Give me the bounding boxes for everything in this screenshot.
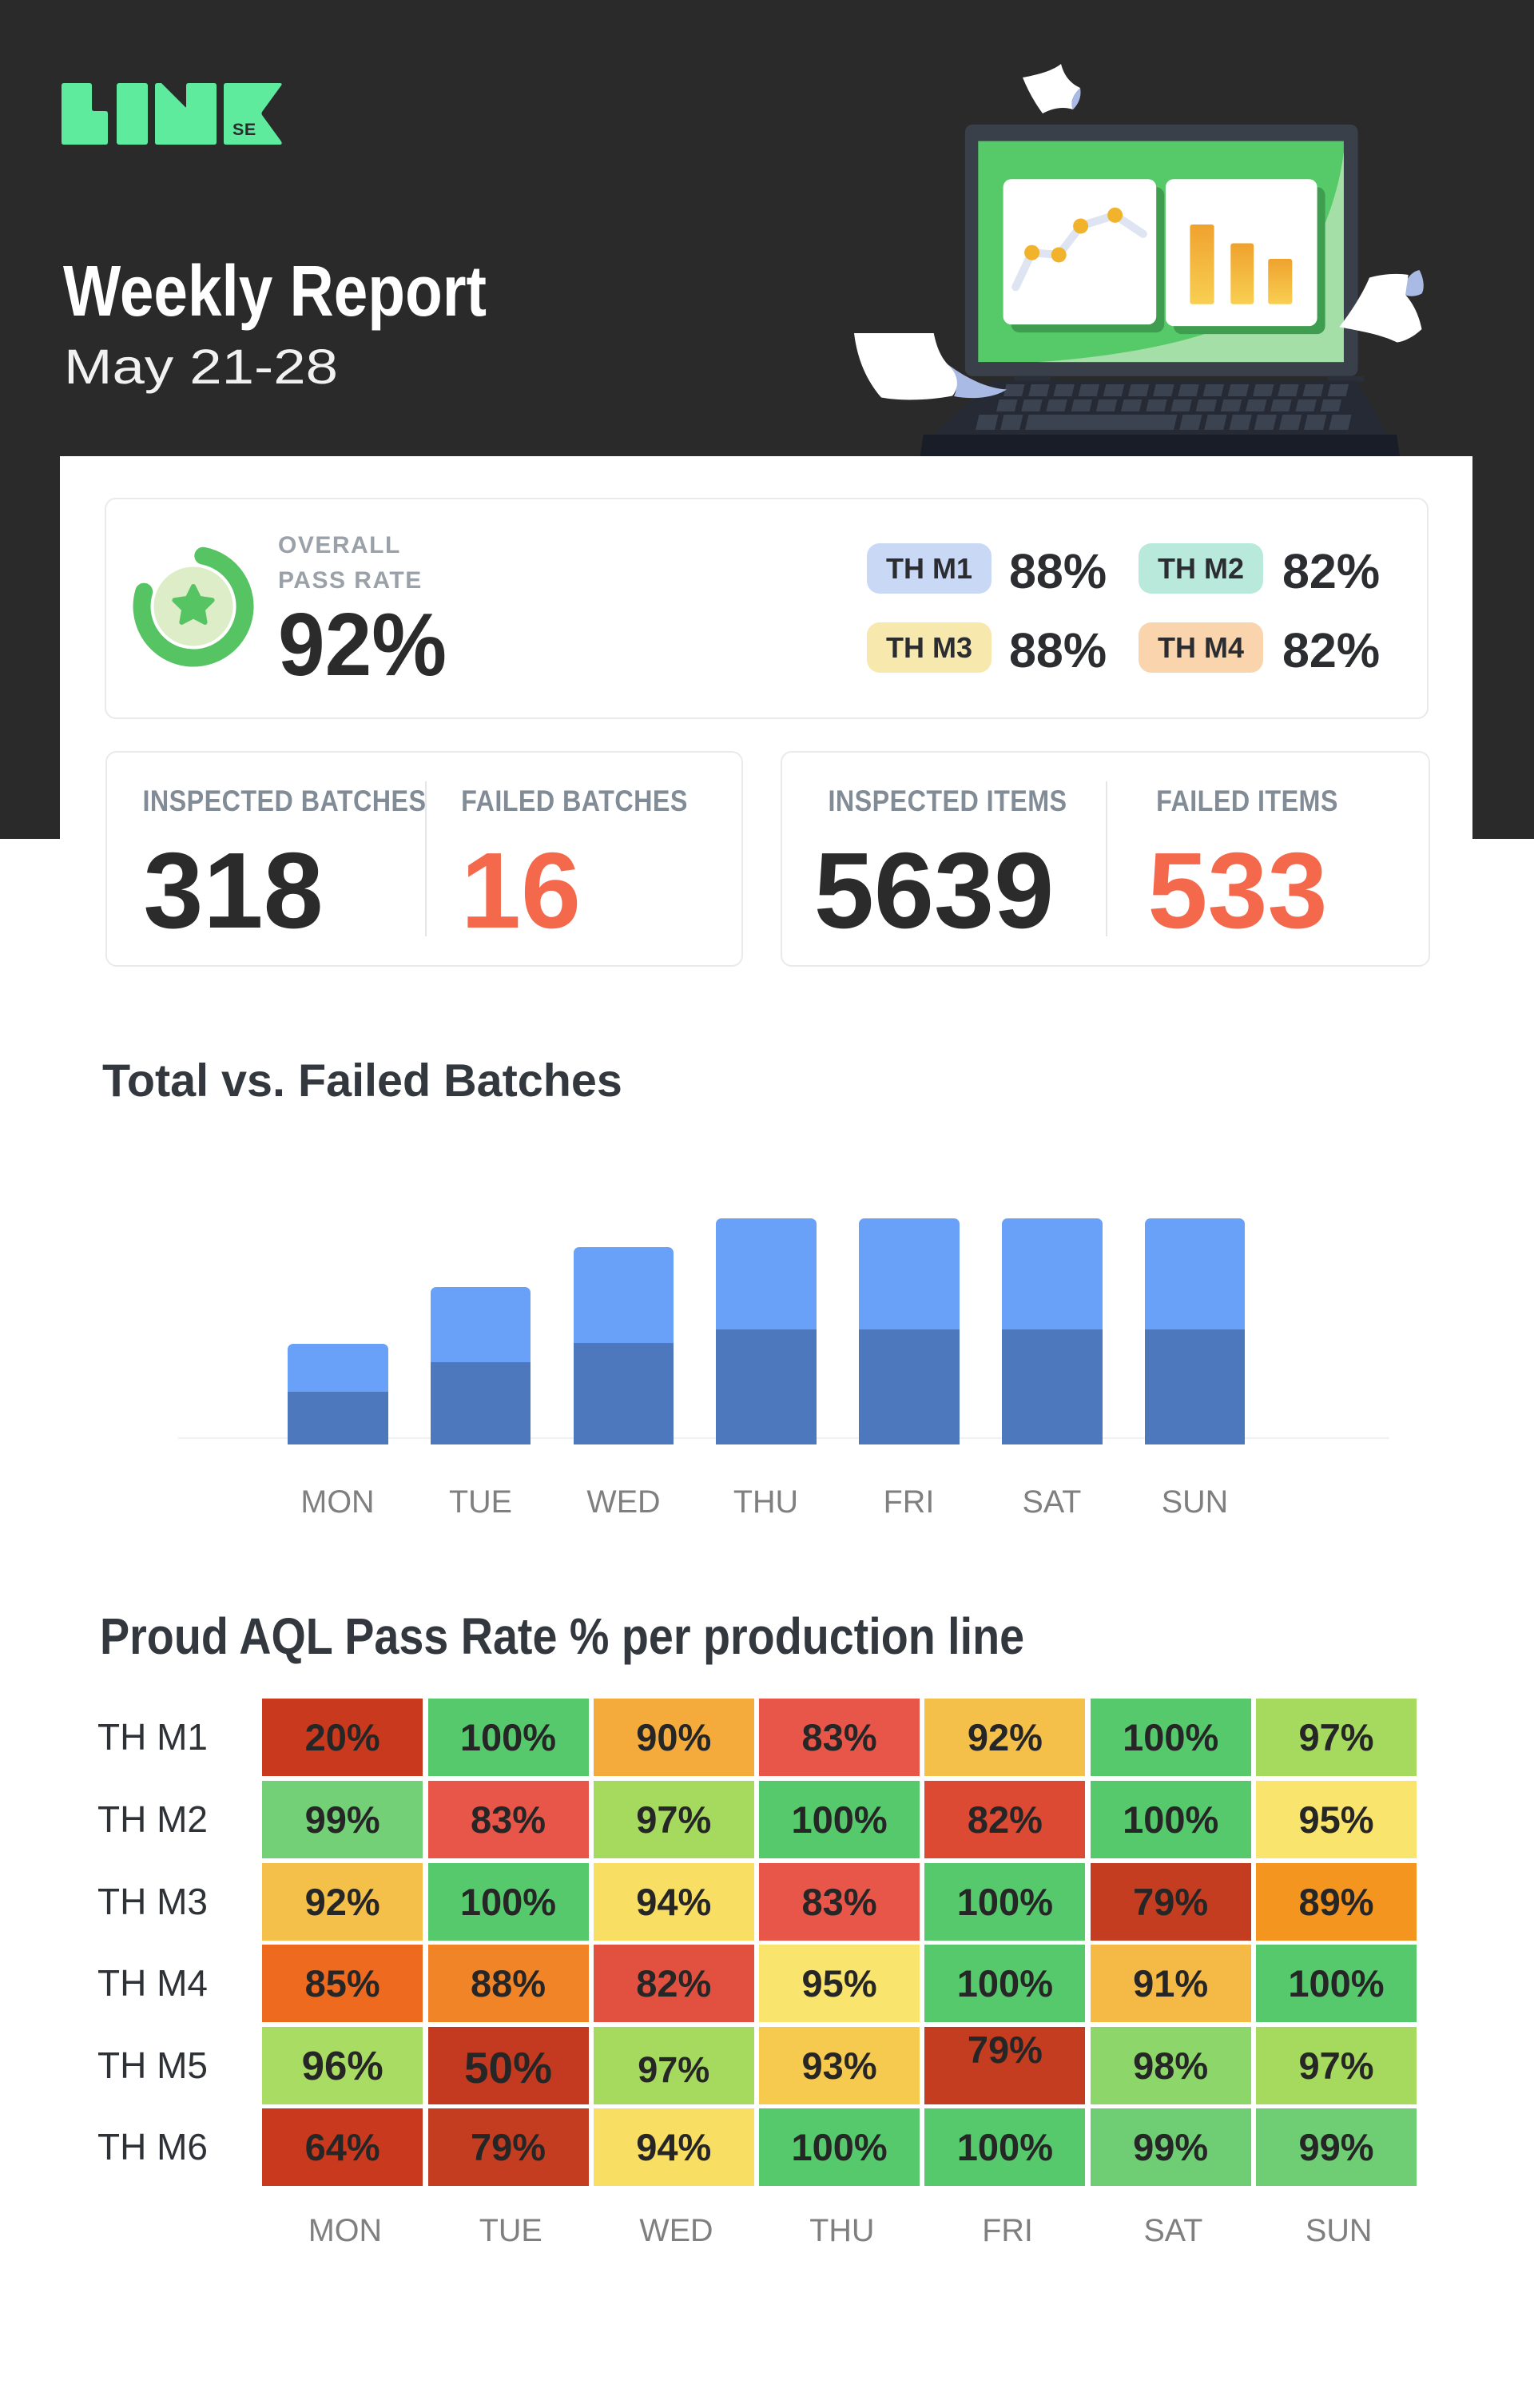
svg-text:SE: SE	[232, 120, 256, 139]
